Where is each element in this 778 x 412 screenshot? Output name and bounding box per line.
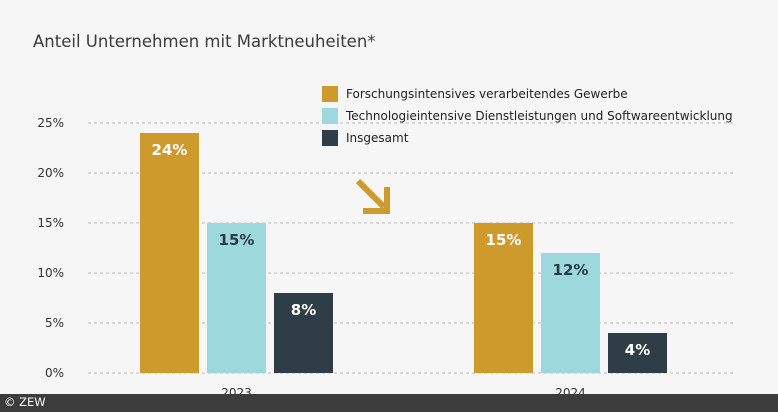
bar-value-label: 4% (625, 341, 650, 359)
y-tick-label: 10% (37, 266, 64, 280)
legend-swatch (322, 130, 338, 146)
trend-arrow-shaft (355, 178, 387, 210)
y-tick-label: 20% (37, 166, 64, 180)
legend-label: Technologieintensive Dienstleistungen un… (345, 109, 733, 123)
y-tick-label: 15% (37, 216, 64, 230)
bar-value-label: 12% (553, 261, 589, 279)
bar-value-label: 15% (219, 231, 255, 249)
bars: 24% 15% 8% 15% 12% 4% (140, 133, 667, 373)
y-tick-label: 25% (37, 116, 64, 130)
legend-swatch (322, 108, 338, 124)
bar (608, 333, 667, 373)
copyright-text: © ZEW (4, 395, 46, 409)
y-tick-label: 0% (45, 366, 64, 380)
bar (207, 223, 266, 373)
trend-arrow (355, 178, 390, 214)
bar-value-label: 8% (291, 301, 316, 319)
legend: Forschungsintensives verarbeitendes Gewe… (322, 86, 733, 146)
trend-arrow-head (363, 187, 390, 214)
legend-swatch (322, 86, 338, 102)
chart-title: Anteil Unternehmen mit Marktneuheiten* (33, 32, 376, 51)
bar (541, 253, 600, 373)
bar-value-label: 24% (152, 141, 188, 159)
footer-bar: © ZEW (0, 394, 778, 412)
bar (140, 133, 199, 373)
bar (474, 223, 533, 373)
bar (274, 293, 333, 373)
y-tick-label: 5% (45, 316, 64, 330)
y-axis: 0% 5% 10% 15% 20% 25% (37, 116, 64, 380)
bar-value-label: 15% (486, 231, 522, 249)
legend-label: Forschungsintensives verarbeitendes Gewe… (346, 87, 628, 101)
legend-label: Insgesamt (346, 131, 409, 145)
